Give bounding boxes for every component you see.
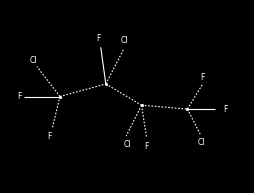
Text: F: F <box>222 105 227 113</box>
Text: F: F <box>17 92 22 101</box>
Text: F: F <box>47 132 52 141</box>
Text: Cl: Cl <box>121 36 128 45</box>
Text: F: F <box>144 142 148 151</box>
Text: Cl: Cl <box>123 140 131 149</box>
Text: Cl: Cl <box>197 138 204 147</box>
Text: F: F <box>199 73 204 82</box>
Text: F: F <box>96 34 100 43</box>
Text: Cl: Cl <box>29 56 37 65</box>
